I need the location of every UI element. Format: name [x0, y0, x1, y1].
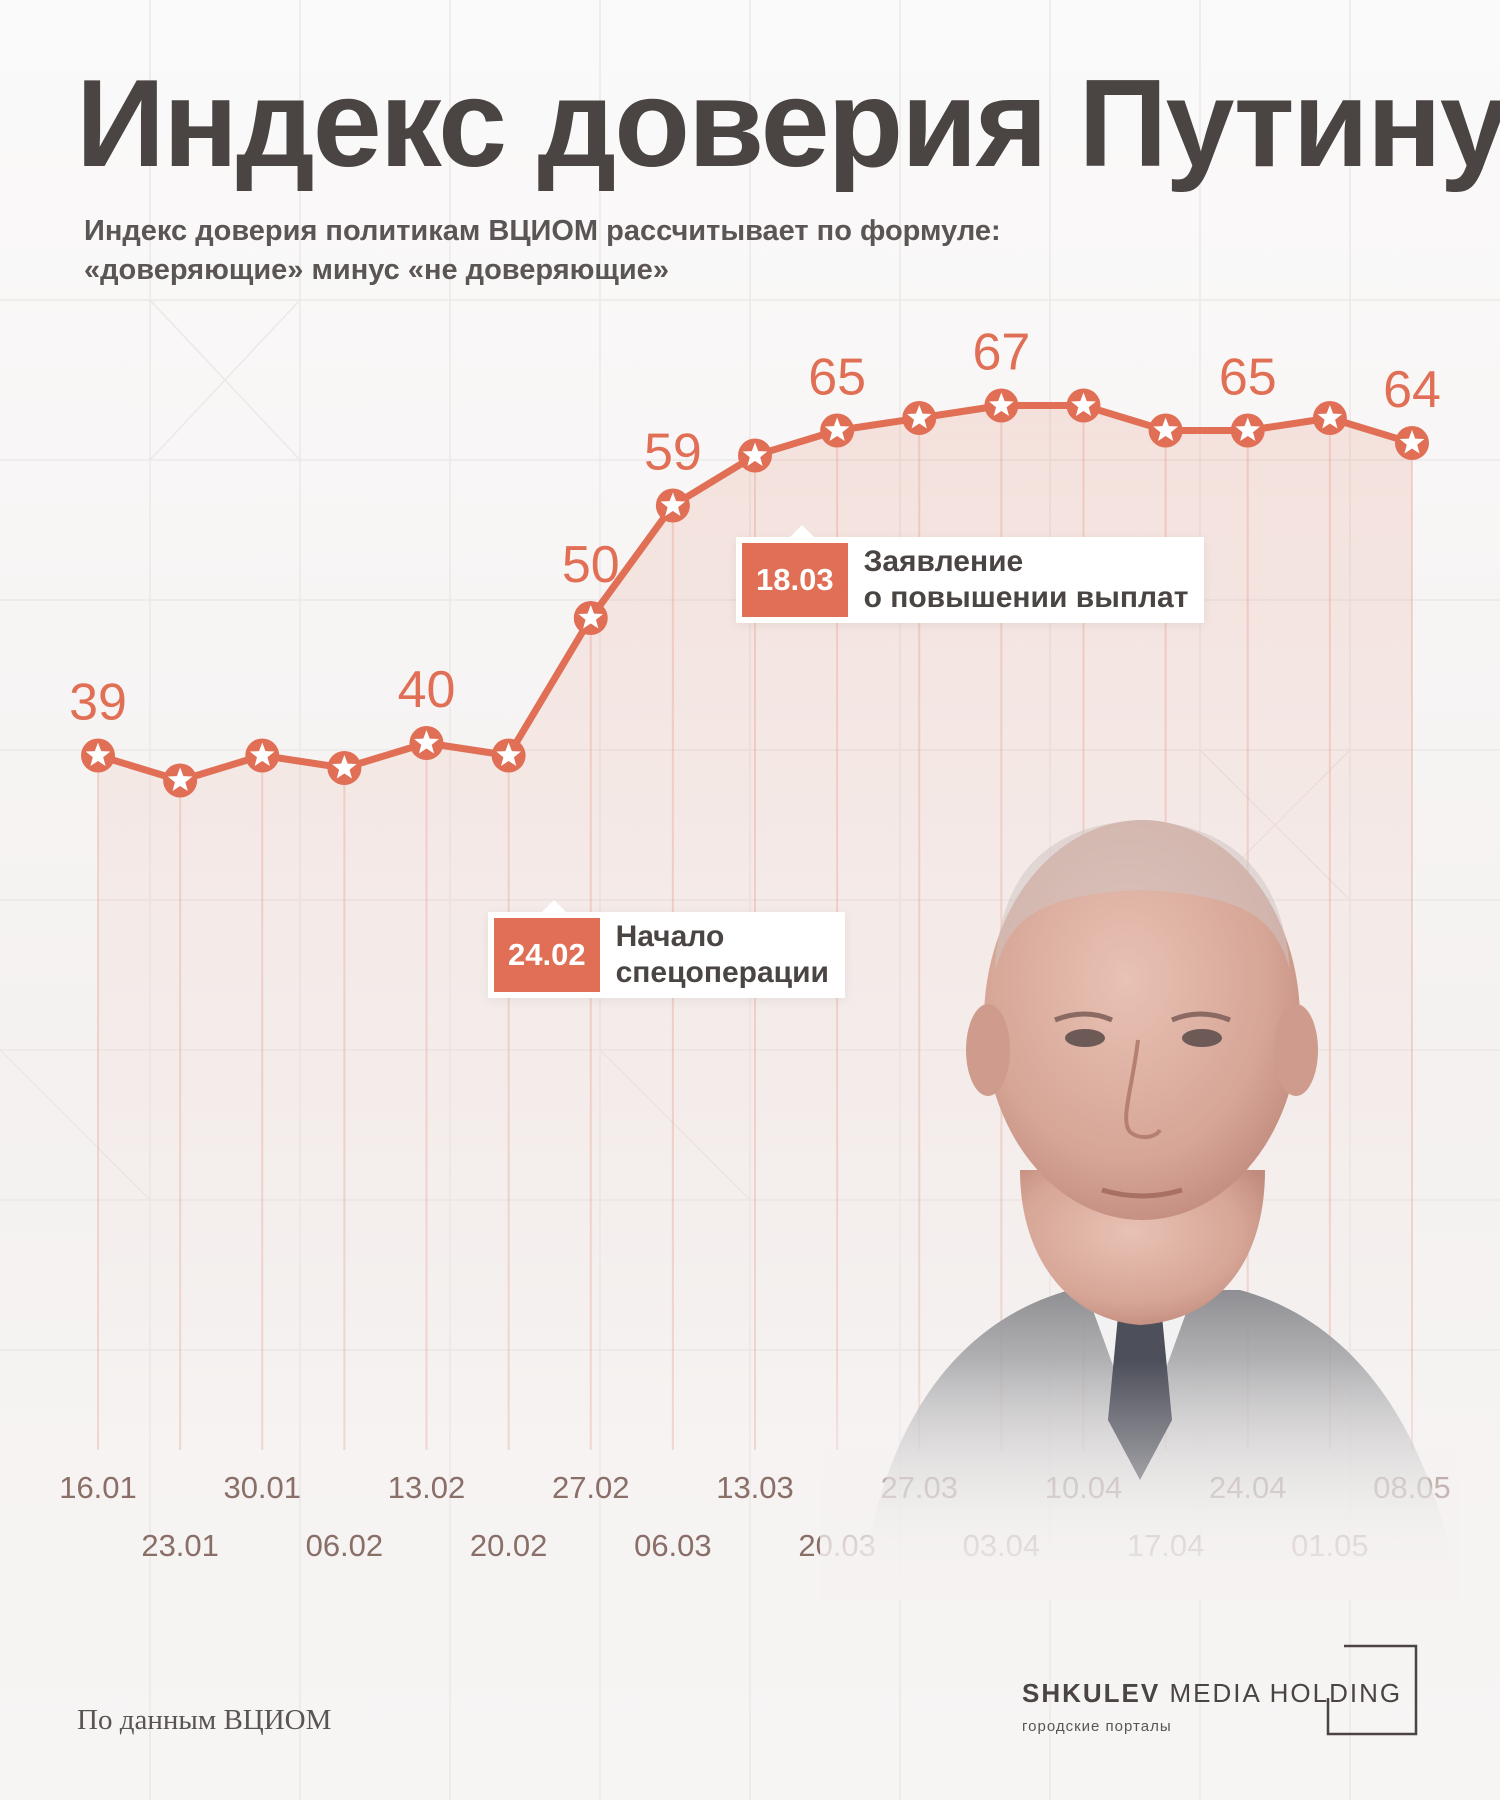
- x-tick-label: 30.01: [223, 1470, 301, 1505]
- subtitle-line-2: «доверяющие» минус «не доверяющие»: [84, 254, 669, 286]
- data-label: 65: [808, 349, 866, 407]
- data-label: 39: [69, 674, 127, 732]
- data-label: 59: [644, 424, 702, 482]
- brand-name: SHKULEV MEDIA HOLDING: [1022, 1678, 1402, 1709]
- star-icon: [578, 605, 604, 629]
- star-icon: [414, 730, 439, 754]
- x-tick-label: 06.02: [306, 1528, 384, 1563]
- star-icon: [167, 767, 193, 791]
- star-icon: [1071, 392, 1096, 416]
- annotation-payments: 18.03 Заявление о повышении выплат: [736, 525, 1205, 623]
- data-label: 64: [1383, 361, 1441, 419]
- star-icon: [742, 442, 768, 466]
- star-icon: [249, 742, 275, 766]
- x-tick-label: 16.01: [59, 1470, 137, 1505]
- subtitle-line-1: Индекс доверия политикам ВЦИОМ рассчитыв…: [84, 215, 1001, 247]
- annotation-date: 24.02: [494, 918, 600, 992]
- star-icon: [660, 492, 686, 516]
- x-tick-label: 13.03: [716, 1470, 794, 1505]
- annotation-text: Начало спецоперации: [616, 919, 829, 991]
- brand-logo: SHKULEV MEDIA HOLDING городские порталы: [1022, 1642, 1442, 1738]
- source-note: По данным ВЦИОМ: [77, 1704, 332, 1736]
- star-icon: [1317, 405, 1343, 429]
- annotation-pointer: [790, 525, 814, 537]
- data-label: 65: [1219, 349, 1277, 407]
- annotation-text: Заявление о повышении выплат: [864, 544, 1189, 616]
- brand-name-bold: SHKULEV: [1022, 1678, 1161, 1708]
- subtitle: Индекс доверия политикам ВЦИОМ рассчитыв…: [84, 212, 1001, 290]
- x-tick-label: 27.02: [552, 1470, 630, 1505]
- star-icon: [1153, 417, 1178, 441]
- annotation-text-line-2: спецоперации: [615, 956, 829, 989]
- annotation-start-operation: 24.02 Начало спецоперации: [488, 900, 845, 998]
- star-icon: [824, 417, 850, 441]
- star-icon: [85, 742, 111, 766]
- annotation-text-line-1: Начало: [615, 920, 725, 953]
- x-tick-label: 23.01: [141, 1528, 219, 1563]
- x-tick-label: 13.02: [388, 1470, 466, 1505]
- portrait-photo: [820, 820, 1460, 1600]
- data-label: 67: [972, 324, 1030, 382]
- brand-frame-icon: [1326, 1644, 1418, 1736]
- star-icon: [1399, 430, 1425, 454]
- brand-tagline: городские порталы: [1022, 1718, 1172, 1735]
- annotation-text-line-2: о повышении выплат: [863, 581, 1189, 614]
- star-icon: [989, 392, 1014, 416]
- annotation-text-line-1: Заявление: [863, 545, 1024, 578]
- data-label: 50: [562, 536, 620, 594]
- x-tick-label: 06.03: [634, 1528, 712, 1563]
- star-icon: [496, 742, 521, 766]
- star-icon: [1235, 417, 1261, 441]
- star-icon: [906, 405, 932, 429]
- brand-name-rest: MEDIA HOLDING: [1160, 1678, 1403, 1708]
- x-tick-label: 20.02: [470, 1528, 548, 1563]
- page-title: Индекс доверия Путину: [76, 55, 1500, 193]
- star-icon: [332, 755, 357, 779]
- annotation-date: 18.03: [742, 543, 848, 617]
- annotation-pointer: [542, 900, 566, 912]
- data-label: 40: [398, 661, 456, 719]
